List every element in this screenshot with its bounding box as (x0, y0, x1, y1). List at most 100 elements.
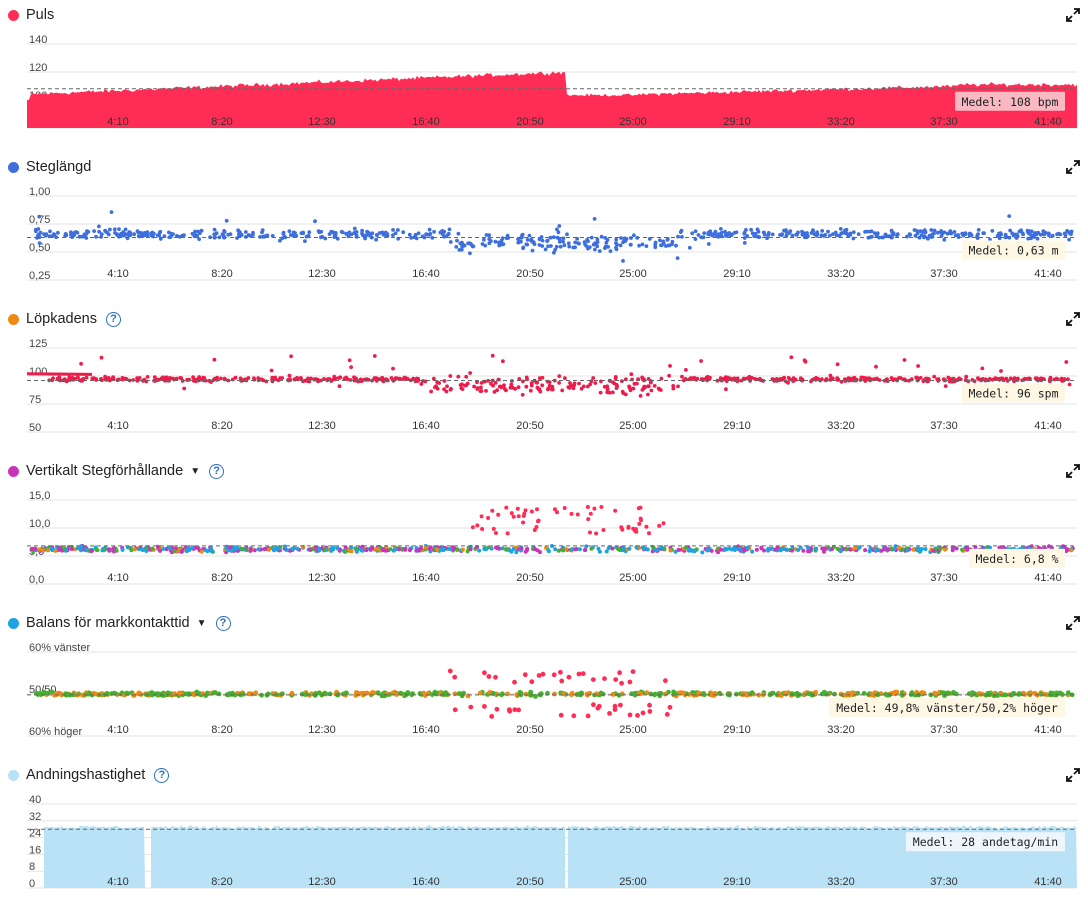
data-point (446, 232, 450, 237)
data-point (465, 693, 471, 699)
data-point (995, 234, 1000, 238)
data-point (31, 546, 36, 551)
data-point (645, 547, 650, 552)
data-point (460, 547, 465, 552)
help-icon[interactable]: ? (215, 615, 231, 631)
data-point (932, 374, 937, 379)
data-point (482, 704, 487, 709)
x-tick-label: 37:30 (930, 876, 958, 888)
dropdown-caret-icon[interactable]: ▼ (190, 465, 201, 477)
data-point (267, 547, 272, 552)
data-point (116, 378, 120, 382)
expand-icon[interactable] (1066, 312, 1080, 326)
x-tick-label: 12:30 (308, 724, 336, 736)
data-point (520, 392, 525, 397)
expand-icon[interactable] (1066, 160, 1080, 174)
data-point (94, 234, 98, 239)
data-point (835, 376, 840, 381)
data-point (635, 381, 639, 386)
data-point (775, 545, 780, 550)
data-point (456, 231, 461, 236)
expand-icon[interactable] (1066, 616, 1080, 630)
data-point (988, 545, 992, 550)
data-point (505, 531, 510, 536)
data-point (835, 546, 840, 551)
data-point (94, 547, 99, 552)
data-point (232, 692, 238, 698)
data-point (551, 672, 557, 678)
data-point (499, 238, 504, 243)
data-point (36, 232, 41, 237)
data-point (998, 231, 1003, 235)
data-point (525, 546, 530, 551)
expand-icon[interactable] (1066, 8, 1080, 22)
data-point (1036, 545, 1041, 550)
data-point (719, 227, 723, 231)
data-point (606, 245, 610, 249)
data-point (557, 381, 561, 385)
data-point (484, 389, 488, 393)
mean-label-bg (962, 383, 1065, 403)
data-point (438, 230, 443, 235)
data-point (954, 546, 959, 551)
data-point (44, 232, 49, 237)
data-point (752, 377, 757, 381)
data-point (867, 229, 872, 234)
data-point (401, 230, 406, 235)
data-point (607, 711, 612, 716)
data-point (873, 548, 878, 553)
data-point (525, 237, 530, 242)
x-tick-label: 8:20 (211, 724, 232, 736)
data-point (897, 545, 902, 550)
data-point (164, 547, 169, 552)
data-point (295, 376, 299, 380)
data-point (758, 377, 762, 381)
data-point (194, 379, 198, 384)
data-point (559, 678, 565, 684)
data-point (964, 374, 969, 379)
steglangd-plot: 1,00 0,75 0,50 0,25 4:10 8:20 12:30 16:40 20:50 2… (27, 186, 1077, 282)
data-point (354, 549, 359, 554)
data-point (447, 668, 453, 674)
dropdown-caret-icon[interactable]: ▼ (196, 617, 207, 629)
data-point (770, 232, 775, 237)
data-point (762, 548, 766, 553)
data-point (613, 375, 618, 379)
data-point (540, 238, 545, 243)
data-point (131, 693, 137, 698)
data-point (262, 234, 267, 239)
data-point (800, 232, 805, 237)
data-point (213, 233, 217, 238)
data-point (193, 229, 198, 234)
data-point (569, 511, 574, 516)
help-icon[interactable]: ? (209, 463, 225, 479)
data-point (287, 229, 292, 234)
data-point (381, 232, 386, 237)
data-point (1068, 548, 1073, 553)
data-point (496, 512, 501, 517)
data-point (598, 390, 603, 395)
data-point (851, 230, 856, 235)
chart-balans: Balans för markkontakttid ▼ ? 60% vänste… (0, 608, 1088, 758)
expand-icon[interactable] (1066, 768, 1080, 782)
data-point (838, 227, 843, 231)
data-point (653, 548, 658, 553)
y-tick-label: 0,50 (29, 242, 50, 254)
data-point (580, 671, 586, 676)
data-point (313, 545, 318, 550)
data-point (968, 231, 973, 236)
data-point (563, 376, 567, 381)
help-icon[interactable]: ? (105, 311, 121, 327)
vertikalt-title: Vertikalt Stegförhållande ▼ ? (8, 463, 225, 479)
data-point (99, 377, 104, 381)
x-tick-label: 8:20 (211, 876, 232, 888)
x-tick-label: 29:10 (723, 268, 751, 280)
data-point (507, 708, 513, 714)
data-point (502, 383, 506, 388)
x-tick-label: 37:30 (930, 268, 958, 280)
expand-icon[interactable] (1066, 464, 1080, 478)
data-point (885, 379, 890, 383)
data-point (538, 389, 543, 394)
help-icon[interactable]: ? (154, 767, 170, 783)
mean-label: Medel: 108 bpm (962, 95, 1059, 109)
